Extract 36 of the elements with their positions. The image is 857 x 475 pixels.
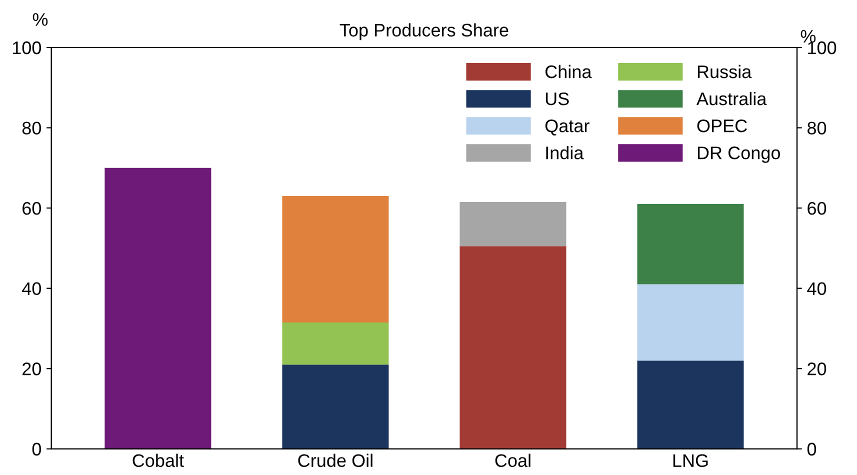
legend-label: OPEC [697,119,747,132]
x-tick-label: Crude Oil [298,454,372,467]
legend-label: Australia [696,92,767,106]
y-axis-title: % [32,13,48,26]
y-tick-label: 100 [12,41,41,54]
y-tick-label: 80 [22,122,41,134]
y2-tick-label: 100 [808,41,836,54]
y-tick-label: 40 [22,282,41,296]
bar [460,202,566,246]
legend-label: India [546,146,584,160]
y2-tick-label: 60 [808,202,826,215]
legend-label: China [545,64,592,78]
bar [637,204,744,284]
chart-title: Top Producers Share [340,23,508,40]
bar [282,364,389,449]
legend-label: Russia [698,64,752,78]
y2-tick-label: 80 [808,122,826,134]
bar [637,284,744,361]
y-tick-label: 60 [22,202,41,215]
legend-label: Qatar [545,119,590,136]
x-tick-label: Coal [495,454,530,467]
legend-label: US [546,92,569,106]
y2-tick-label: 40 [807,282,826,296]
bar [637,360,744,449]
legend-label: DR Congo [698,146,780,163]
x-tick-label: Cobalt [132,454,184,467]
bar [104,168,212,449]
bar [460,246,566,449]
y2-tick-label: 20 [808,362,826,376]
bar [282,322,389,365]
bar [282,196,389,322]
x-tick-label: LNG [673,454,708,467]
y-tick-label: 20 [22,362,41,376]
y2-axis-title: % [800,30,816,43]
y2-tick-label: 0 [807,442,816,456]
y-tick-label: 0 [32,442,41,456]
